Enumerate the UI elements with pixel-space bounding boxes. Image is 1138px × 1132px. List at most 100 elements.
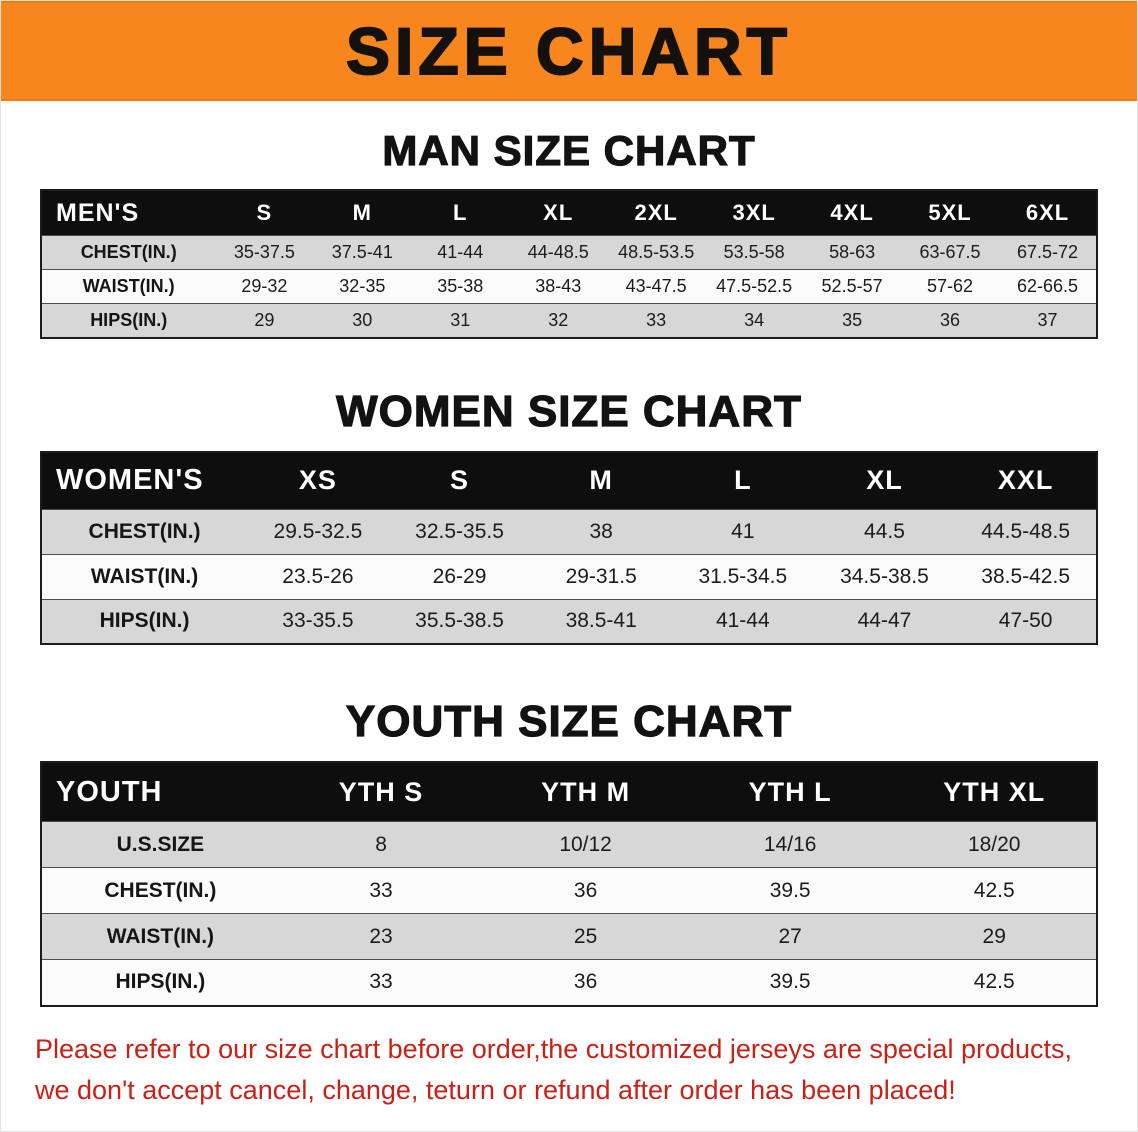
size-column-header: M xyxy=(530,451,672,509)
size-value-cell: 34.5-38.5 xyxy=(840,564,929,588)
size-column-header: YTH M xyxy=(483,762,688,822)
size-value-cell: 42.5 xyxy=(973,970,1015,994)
size-value-cell: 38 xyxy=(589,519,613,543)
size-value-cell: 29 xyxy=(254,309,275,330)
size-value-cell: 44-47 xyxy=(857,609,912,633)
men-size-section: MAN SIZE CHART MEN'S S M L XL 2XL 3XL 4XL 5XL 6XL… xyxy=(1,126,1137,339)
size-value-cell: 14/16 xyxy=(763,832,817,856)
size-value-cell: 25 xyxy=(573,924,598,948)
row-label: HIPS(IN.) xyxy=(99,609,190,633)
size-column-header: 4XL xyxy=(803,190,902,236)
size-value-cell: 31.5-34.5 xyxy=(698,564,788,588)
table-row: CHEST(IN.) 33 36 39.5 42.5 xyxy=(41,867,1097,914)
size-column-header: L xyxy=(411,190,510,236)
size-value-cell: 23 xyxy=(369,924,393,948)
size-column-header: 5XL xyxy=(901,190,1000,236)
youth-section-heading: YOUTH SIZE CHART xyxy=(345,696,793,746)
size-value-cell: 31 xyxy=(450,309,471,330)
size-column-header: XL xyxy=(813,451,956,509)
table-row: HIPS(IN.) 33 36 39.5 42.5 xyxy=(41,959,1097,1006)
men-section-heading: MAN SIZE CHART xyxy=(382,126,756,174)
size-value-cell: 47.5-52.5 xyxy=(716,276,793,296)
page-title: SIZE CHART xyxy=(345,13,792,89)
size-column-header: M xyxy=(313,190,412,236)
table-corner-label: YOUTH xyxy=(41,762,279,822)
row-label: U.S.SIZE xyxy=(116,832,205,856)
size-column-header: L xyxy=(672,451,814,509)
size-value-cell: 58-63 xyxy=(829,242,876,262)
size-value-cell: 33 xyxy=(369,970,393,994)
size-value-cell: 47-50 xyxy=(998,609,1053,633)
size-value-cell: 42.5 xyxy=(973,878,1015,902)
size-column-header: 2XL xyxy=(607,190,706,236)
youth-size-table: YOUTH YTH S YTH M YTH L YTH XL U.S.SIZE 8 10/12… xyxy=(40,761,1098,1007)
size-value-cell: 27 xyxy=(778,924,802,948)
size-value-cell: 26-29 xyxy=(432,564,487,588)
size-value-cell: 32 xyxy=(548,309,569,330)
disclaimer-line: Please refer to our size chart before or… xyxy=(35,1033,1073,1064)
men-size-table: MEN'S S M L XL 2XL 3XL 4XL 5XL 6XL CHEST(IN.) 35-37… xyxy=(40,189,1098,339)
size-value-cell: 35.5-38.5 xyxy=(415,609,504,633)
table-row: CHEST(IN.) 29.5-32.5 32.5-35.5 38 41 44.5 44.5… xyxy=(41,509,1097,554)
size-value-cell: 29-32 xyxy=(241,276,288,296)
row-label: HIPS(IN.) xyxy=(115,970,206,994)
size-value-cell: 41-44 xyxy=(437,242,484,262)
table-row: WAIST(IN.) 23.5-26 26-29 29-31.5 31.5-34.5 34… xyxy=(41,554,1097,599)
size-value-cell: 53.5-58 xyxy=(723,242,785,262)
women-section-heading: WOMEN SIZE CHART xyxy=(336,386,802,436)
size-column-header: YTH XL xyxy=(892,762,1097,822)
size-column-header: XXL xyxy=(955,451,1097,509)
size-value-cell: 37 xyxy=(1037,309,1058,330)
women-size-table: WOMEN'S XS S M L XL XXL CHEST(IN.) 29.5-32.5 32.5… xyxy=(40,450,1098,645)
size-value-cell: 38-43 xyxy=(535,276,582,296)
table-header-row: MEN'S S M L XL 2XL 3XL 4XL 5XL 6XL xyxy=(41,190,1097,236)
size-value-cell: 41 xyxy=(731,519,755,543)
size-value-cell: 23.5-26 xyxy=(282,564,354,588)
table-row: HIPS(IN.) 29 30 31 32 33 34 35 36 37 xyxy=(41,303,1097,338)
size-value-cell: 44.5-48.5 xyxy=(981,519,1071,543)
size-value-cell: 33 xyxy=(369,878,393,902)
row-label: CHEST(IN.) xyxy=(88,519,201,543)
size-column-header: 6XL xyxy=(999,190,1097,236)
size-value-cell: 37.5-41 xyxy=(331,242,393,262)
row-label: WAIST(IN.) xyxy=(82,276,175,296)
size-value-cell: 63-67.5 xyxy=(919,242,981,262)
size-value-cell: 35-38 xyxy=(437,276,484,296)
table-row: U.S.SIZE 8 10/12 14/16 18/20 xyxy=(41,821,1097,868)
size-column-header: S xyxy=(388,451,531,509)
size-value-cell: 30 xyxy=(352,309,373,330)
size-value-cell: 41-44 xyxy=(715,609,770,633)
size-column-header: 3XL xyxy=(705,190,804,236)
size-column-header: XL xyxy=(509,190,608,236)
size-value-cell: 39.5 xyxy=(769,878,811,902)
size-value-cell: 33-35.5 xyxy=(282,609,354,633)
size-value-cell: 10/12 xyxy=(559,832,612,856)
size-value-cell: 44-48.5 xyxy=(527,242,589,262)
size-value-cell: 36 xyxy=(573,878,598,902)
banner: SIZE CHART xyxy=(1,1,1137,101)
size-value-cell: 62-66.5 xyxy=(1016,276,1079,296)
size-value-cell: 34 xyxy=(744,309,765,330)
size-value-cell: 48.5-53.5 xyxy=(618,242,695,262)
size-value-cell: 36 xyxy=(940,309,961,330)
size-value-cell: 38.5-42.5 xyxy=(981,564,1071,588)
row-label: WAIST(IN.) xyxy=(106,924,215,948)
row-label: CHEST(IN.) xyxy=(104,878,217,902)
disclaimer: Please refer to our size chart before or… xyxy=(35,1029,1103,1113)
table-header-row: WOMEN'S XS S M L XL XXL xyxy=(41,451,1097,509)
size-column-header: S xyxy=(215,190,314,236)
size-value-cell: 44.5 xyxy=(864,519,905,543)
size-column-header: XS xyxy=(247,451,389,509)
size-value-cell: 43-47.5 xyxy=(625,276,687,296)
row-label: HIPS(IN.) xyxy=(90,309,168,330)
size-column-header: YTH S xyxy=(278,762,484,822)
size-value-cell: 38.5-41 xyxy=(565,609,637,633)
row-label: CHEST(IN.) xyxy=(80,242,177,262)
size-value-cell: 35-37.5 xyxy=(233,242,295,262)
size-value-cell: 67.5-72 xyxy=(1016,242,1079,262)
disclaimer-line: we don't accept cancel, change, teturn o… xyxy=(35,1075,956,1106)
size-value-cell: 36 xyxy=(573,970,598,994)
table-row: HIPS(IN.) 33-35.5 35.5-38.5 38.5-41 41-44 44-… xyxy=(41,599,1097,644)
table-corner-label: MEN'S xyxy=(41,190,216,236)
table-row: CHEST(IN.) 35-37.5 37.5-41 41-44 44-48.5 48.5… xyxy=(41,235,1097,270)
